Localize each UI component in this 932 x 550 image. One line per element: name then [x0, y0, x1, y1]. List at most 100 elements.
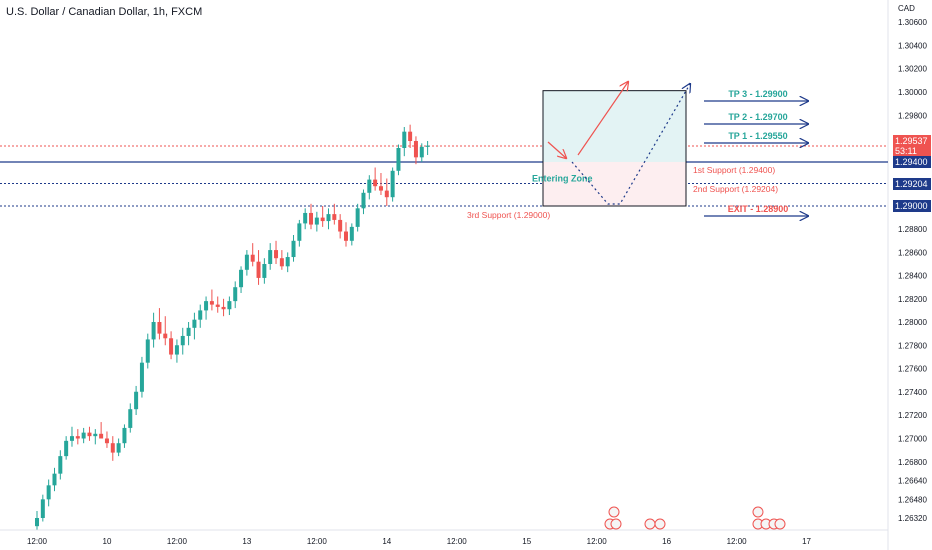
- candle-body: [378, 186, 383, 191]
- candle: [75, 429, 80, 445]
- y-tick-label: 1.28400: [898, 272, 927, 281]
- candle: [122, 424, 127, 448]
- candle: [104, 431, 109, 448]
- candle: [233, 281, 238, 309]
- candle-body: [361, 192, 366, 209]
- candle: [145, 333, 150, 369]
- candle-body: [151, 322, 156, 340]
- candle: [46, 479, 51, 507]
- x-tick-label: 16: [662, 537, 671, 546]
- candle: [157, 308, 162, 340]
- level-label: TP 1 - 1.29550: [728, 131, 787, 141]
- candle-body: [244, 254, 249, 270]
- candle: [361, 189, 366, 215]
- x-tick-label: 15: [522, 537, 531, 546]
- candle: [227, 296, 232, 316]
- candle-body: [425, 145, 430, 147]
- x-tick-label: 13: [242, 537, 251, 546]
- axis-tag-support-1: 1.29400: [893, 156, 931, 168]
- candle-body: [163, 333, 168, 339]
- entering-zone-label: Entering Zone: [532, 174, 593, 184]
- candle-body: [46, 485, 51, 500]
- candle: [151, 312, 156, 348]
- x-tick-label: 14: [382, 537, 391, 546]
- candle: [204, 296, 209, 320]
- candle: [338, 214, 343, 239]
- candle-body: [215, 304, 220, 307]
- candle: [35, 511, 39, 530]
- candle-body: [314, 217, 319, 225]
- candle-body: [35, 518, 39, 527]
- candle: [169, 331, 174, 360]
- candle: [250, 243, 255, 267]
- y-tick-label: 1.27800: [898, 341, 927, 350]
- candle-body: [326, 214, 331, 222]
- candle-body: [169, 338, 174, 355]
- candle: [355, 203, 360, 232]
- candle-body: [145, 339, 150, 363]
- x-tick-label: 10: [103, 537, 112, 546]
- candle-body: [338, 219, 343, 232]
- candle: [279, 250, 284, 270]
- candle-body: [343, 231, 348, 241]
- candle-body: [128, 409, 133, 428]
- candle: [81, 427, 86, 444]
- candle-body: [309, 212, 314, 225]
- x-tick-label: 12:00: [727, 537, 748, 546]
- candle: [413, 136, 418, 165]
- candle: [373, 167, 378, 191]
- chart-title: U.S. Dollar / Canadian Dollar, 1h, FXCM: [6, 6, 203, 18]
- candle: [139, 356, 144, 398]
- zone-box: [542, 90, 687, 207]
- candle-body: [93, 433, 98, 437]
- candle-body: [227, 301, 232, 310]
- candle: [367, 175, 372, 200]
- candle-body: [390, 170, 395, 198]
- candle: [419, 143, 424, 162]
- candle: [262, 258, 267, 284]
- candle: [198, 304, 203, 328]
- candle: [52, 467, 57, 492]
- y-tick-label: 1.27000: [898, 435, 927, 444]
- candle-body: [116, 443, 121, 453]
- candle-body: [349, 226, 354, 241]
- candle-body: [413, 141, 418, 158]
- candle: [256, 250, 261, 285]
- candle-body: [52, 473, 57, 486]
- axis-tag-support-2: 1.29204: [893, 177, 931, 190]
- candle: [425, 141, 430, 155]
- zone-lower-fill: [543, 162, 686, 206]
- y-tick-label: 1.29800: [898, 111, 927, 120]
- candle-body: [58, 456, 63, 474]
- candle-body: [291, 240, 296, 258]
- level-label: TP 3 - 1.29900: [728, 89, 787, 99]
- x-tick-label: 12:00: [307, 537, 328, 546]
- candle-body: [268, 250, 273, 264]
- economic-event-flag: [752, 506, 764, 518]
- y-tick-label: 1.27200: [898, 411, 927, 420]
- candle-body: [419, 146, 424, 158]
- candle-body: [134, 391, 139, 410]
- support-label: 3rd Support (1.29000): [467, 210, 550, 220]
- current-price-label: 1.29537 53:11: [893, 135, 931, 157]
- y-tick-label: 1.26800: [898, 458, 927, 467]
- candle: [303, 208, 308, 230]
- candle-body: [332, 214, 337, 220]
- x-tick-label: 12:00: [447, 537, 468, 546]
- candle: [221, 298, 226, 317]
- y-tick-label: 1.28600: [898, 248, 927, 257]
- y-tick-label: 1.30600: [898, 18, 927, 27]
- candle: [390, 167, 395, 202]
- y-tick-label: 1.26320: [898, 514, 927, 523]
- candle: [186, 322, 191, 346]
- level-label: EXIT - 1.28900: [728, 204, 789, 214]
- price-axis-currency: CAD: [898, 4, 915, 13]
- candle: [87, 426, 92, 441]
- candle: [209, 289, 214, 311]
- candle-body: [174, 345, 179, 355]
- candle-body: [367, 179, 372, 193]
- candle: [180, 327, 185, 355]
- candle: [396, 144, 401, 176]
